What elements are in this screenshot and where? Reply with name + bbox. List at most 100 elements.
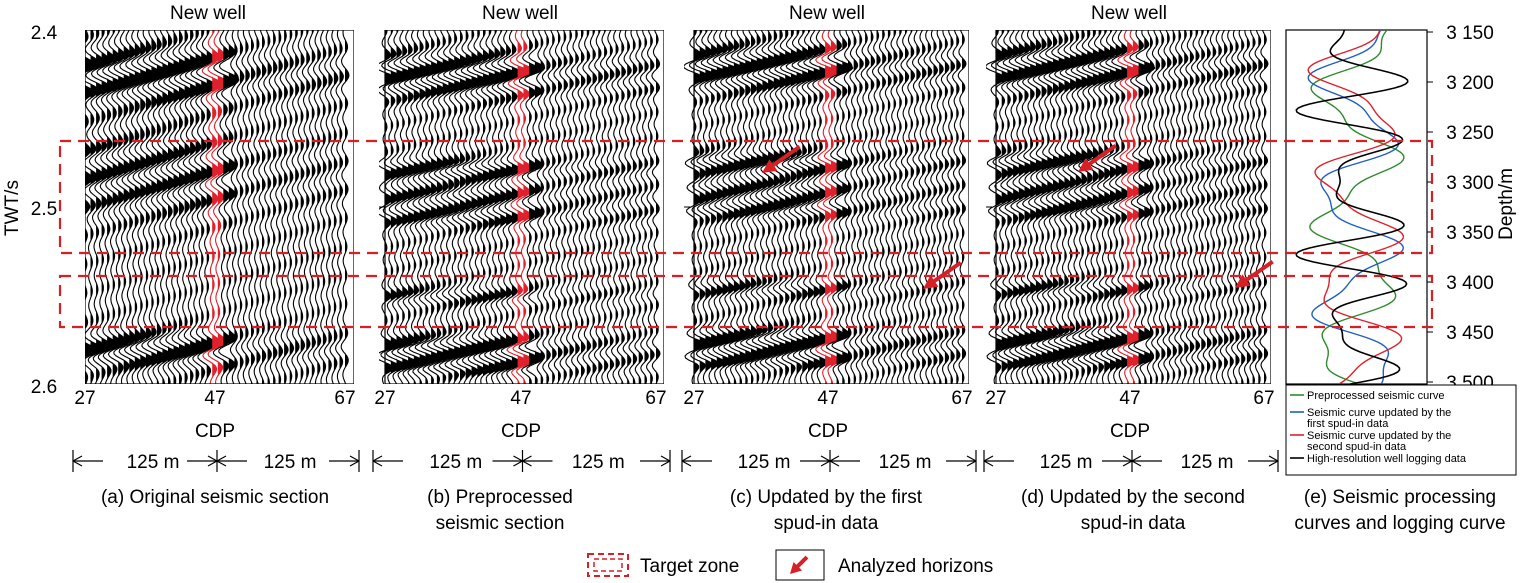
trace-wiggle (102, 30, 123, 384)
trace-fill (739, 30, 751, 384)
panel-b-x-label: CDP (501, 421, 541, 442)
trace-wiggle (402, 30, 425, 384)
trace-wiggle (113, 30, 135, 384)
panel-d-x-tick-67: 67 (1253, 388, 1274, 409)
target-zone-legend-box (587, 553, 629, 577)
trace-fill (488, 30, 500, 384)
depth-tick-label: 3 200 (1446, 73, 1494, 94)
trace-wiggle (1253, 30, 1263, 384)
trace-wiggle (123, 30, 146, 384)
trace-fill (790, 30, 802, 384)
trace-wiggle (391, 30, 414, 384)
depth-tick-label: 3 300 (1446, 173, 1494, 194)
trace-wiggle (651, 30, 661, 384)
trace-wiggle (831, 30, 854, 384)
trace-wiggle (1168, 30, 1178, 384)
trace-wiggle (1208, 30, 1218, 384)
trace-wiggle (212, 30, 234, 384)
trace-fill (865, 30, 869, 384)
trace-wiggle (1213, 30, 1223, 384)
trace-wiggle (712, 30, 734, 384)
panel-d-wiggles (986, 30, 1271, 384)
legend-label: second spud-in data (1307, 441, 1407, 453)
distance-bar: 125 m 125 m (372, 450, 671, 473)
trace-fill (859, 30, 864, 384)
trace-fill (604, 30, 609, 384)
trace-fill (592, 30, 597, 384)
trace-wiggle (1122, 30, 1144, 384)
trace-wiggle (1162, 30, 1172, 384)
trace-wiggle (472, 30, 494, 384)
trace-wiggle (307, 30, 317, 384)
panel-b-title: New well (482, 3, 558, 24)
panel-caption-line: (b) Preprocessed (427, 487, 573, 508)
trace-fill (1132, 30, 1144, 384)
trace-wiggle (460, 30, 483, 384)
trace-wiggle (257, 30, 267, 384)
horizon-arrow-c-upper (762, 144, 801, 173)
panel-a-wiggles (85, 30, 354, 384)
trace-wiggle (335, 30, 344, 384)
horizon-arrow-d-upper (1078, 143, 1117, 172)
trace-wiggle (246, 30, 256, 384)
depth-tick-label: 3 150 (1446, 23, 1494, 44)
trace-wiggle (163, 30, 184, 384)
trace-wiggle (911, 30, 921, 384)
trace-wiggle (268, 30, 278, 384)
trace-wiggle (1236, 30, 1246, 384)
panel-a-x-label: CDP (195, 421, 235, 442)
panel-a-x-tick-27: 27 (74, 388, 95, 409)
bottom-legend: Target zone Analyzed horizons (587, 549, 993, 581)
trace-wiggle (241, 30, 250, 384)
trace-wiggle (706, 30, 728, 384)
panel-frame (995, 30, 1271, 384)
depth-tick-label: 3 350 (1446, 223, 1494, 244)
trace-wiggle (628, 30, 638, 384)
trace-wiggle (252, 30, 261, 384)
trace-wiggle (168, 30, 190, 384)
trace-fill (1041, 30, 1053, 384)
panel-caption-line: (c) Updated by the first (730, 487, 923, 508)
analyzed-horizons-legend-arrow (790, 555, 809, 574)
trace-wiggle (622, 30, 632, 384)
trace-wiggle (717, 30, 740, 384)
trace-wiggle (274, 30, 284, 384)
trace-wiggle (1225, 30, 1235, 384)
y-tick-2-5: 2.5 (31, 199, 57, 220)
trace-wiggle (553, 30, 563, 384)
trace-wiggle (1202, 30, 1212, 384)
trace-wiggle (1087, 30, 1110, 384)
trace-fill (1178, 30, 1183, 384)
panel-d-title: New well (1091, 3, 1167, 24)
trace-wiggle (408, 30, 431, 384)
curve-legend-item: Preprocessed seismic curve (1290, 390, 1445, 402)
trace-fill (694, 30, 705, 384)
panel-e-caption-line: (e) Seismic processing (1304, 487, 1496, 508)
trace-wiggle (734, 30, 757, 384)
trace-wiggle (340, 30, 350, 384)
trace-fill (1195, 30, 1200, 384)
trace-wiggle (318, 30, 328, 384)
depth-curve (1307, 30, 1405, 384)
trace-wiggle (454, 30, 478, 384)
trace-fill (962, 30, 966, 384)
panel-caption-line: spud-in data (774, 513, 879, 534)
trace-wiggle (397, 30, 420, 384)
trace-fill (796, 30, 808, 384)
trace-wiggle (1076, 30, 1098, 384)
trace-wiggle (809, 30, 830, 384)
trace-fill (1144, 30, 1155, 384)
trace-wiggle (768, 30, 791, 384)
trace-wiggle (107, 30, 129, 384)
target-zone-lower (58, 274, 1434, 329)
trace-wiggle (945, 30, 956, 384)
trace-fill (477, 30, 488, 384)
panel-a-x-tick-67: 67 (334, 388, 355, 409)
trace-fill (808, 30, 819, 384)
trace-wiggle (1247, 30, 1258, 384)
trace-wiggle (854, 30, 864, 384)
panel-e-frame (1285, 29, 1428, 385)
panel-b-x-tick-47: 47 (510, 388, 531, 409)
